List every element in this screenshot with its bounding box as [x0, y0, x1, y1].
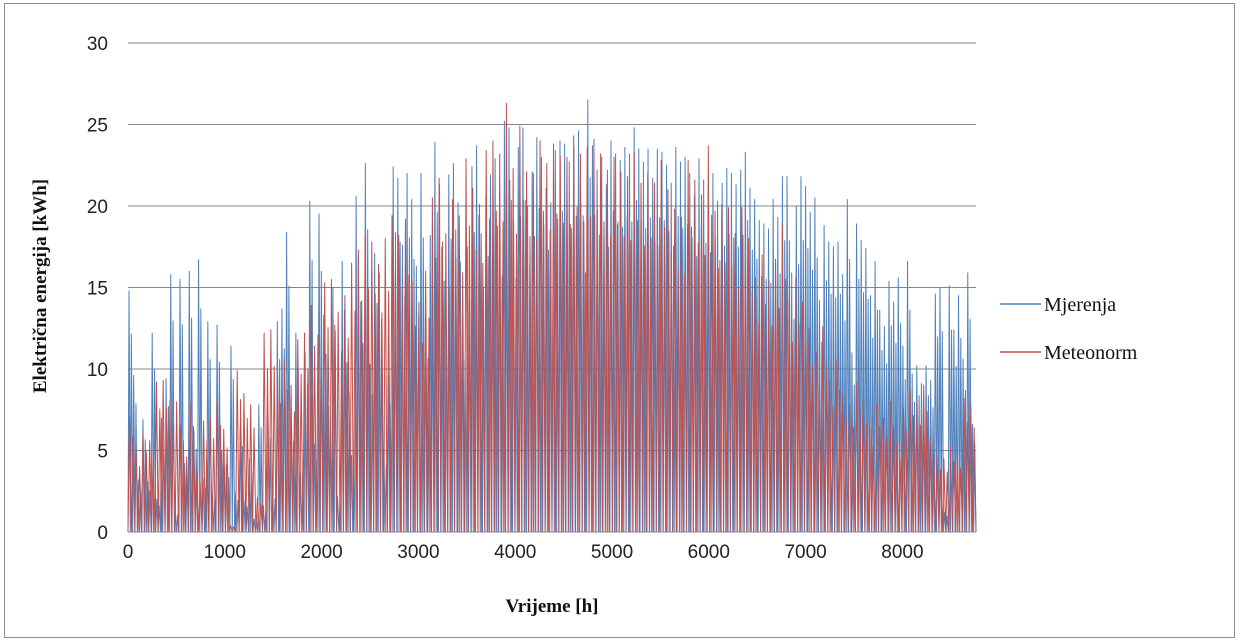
x-tick-label: 1000: [204, 542, 246, 563]
x-axis-title: Vrijeme [h]: [505, 596, 598, 617]
x-tick-label: 8000: [881, 542, 923, 563]
x-tick-labels: 0 1000 2000 3000 4000 5000 6000 7000 8000: [123, 542, 924, 563]
y-tick-label: 20: [87, 197, 108, 218]
x-tick-label: 6000: [688, 542, 730, 563]
y-axis-title: Električna energija [kWh]: [30, 179, 51, 393]
x-tick-label: 5000: [591, 542, 633, 563]
legend-label-mjerenja: Mjerenja: [1044, 294, 1116, 316]
y-tick-label: 5: [97, 442, 108, 463]
x-tick-label: 0: [123, 542, 134, 563]
legend-label-meteonorm: Meteonorm: [1044, 342, 1138, 364]
x-tick-label: 7000: [784, 542, 826, 563]
y-tick-label: 10: [87, 360, 108, 381]
y-tick-label: 30: [87, 34, 108, 55]
x-tick-label: 3000: [397, 542, 439, 563]
legend: Mjerenja Meteonorm: [1000, 294, 1138, 364]
y-tick-labels: 0 5 10 15 20 25 30: [87, 34, 108, 544]
x-tick-label: 4000: [494, 542, 536, 563]
series-line-meteonorm: [127, 102, 977, 533]
y-tick-label: 15: [87, 279, 108, 300]
y-tick-label: 25: [87, 116, 108, 137]
x-tick-label: 2000: [300, 542, 342, 563]
y-tick-label: 0: [97, 523, 108, 544]
